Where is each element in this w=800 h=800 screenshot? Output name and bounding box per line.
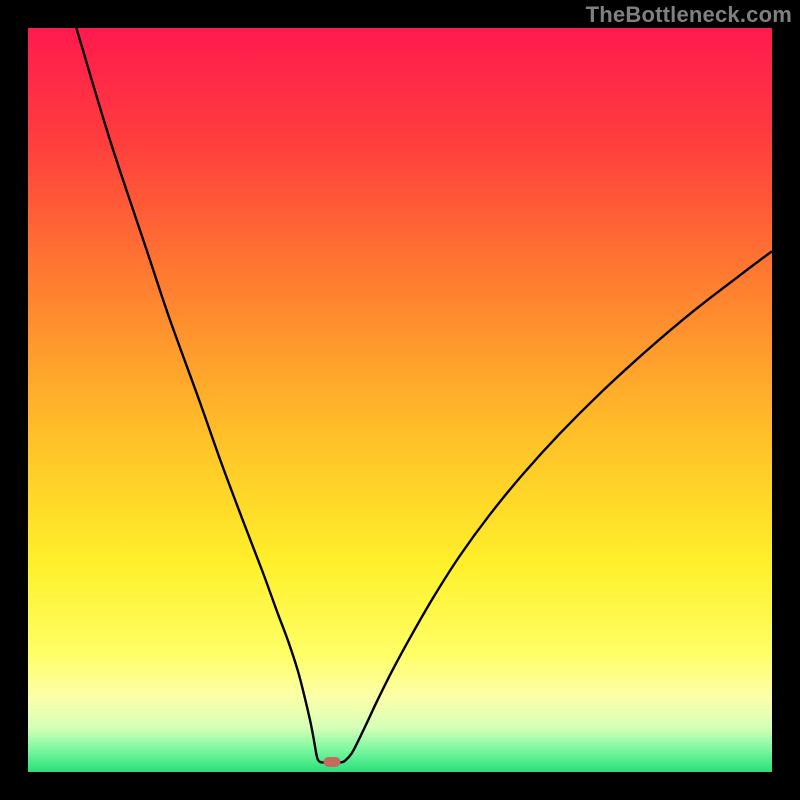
plot-background bbox=[28, 28, 772, 772]
optimum-marker bbox=[323, 757, 340, 767]
chart-frame: TheBottleneck.com bbox=[0, 0, 800, 800]
plot-area bbox=[28, 28, 772, 772]
watermark-text: TheBottleneck.com bbox=[586, 2, 792, 28]
plot-svg bbox=[28, 28, 772, 772]
